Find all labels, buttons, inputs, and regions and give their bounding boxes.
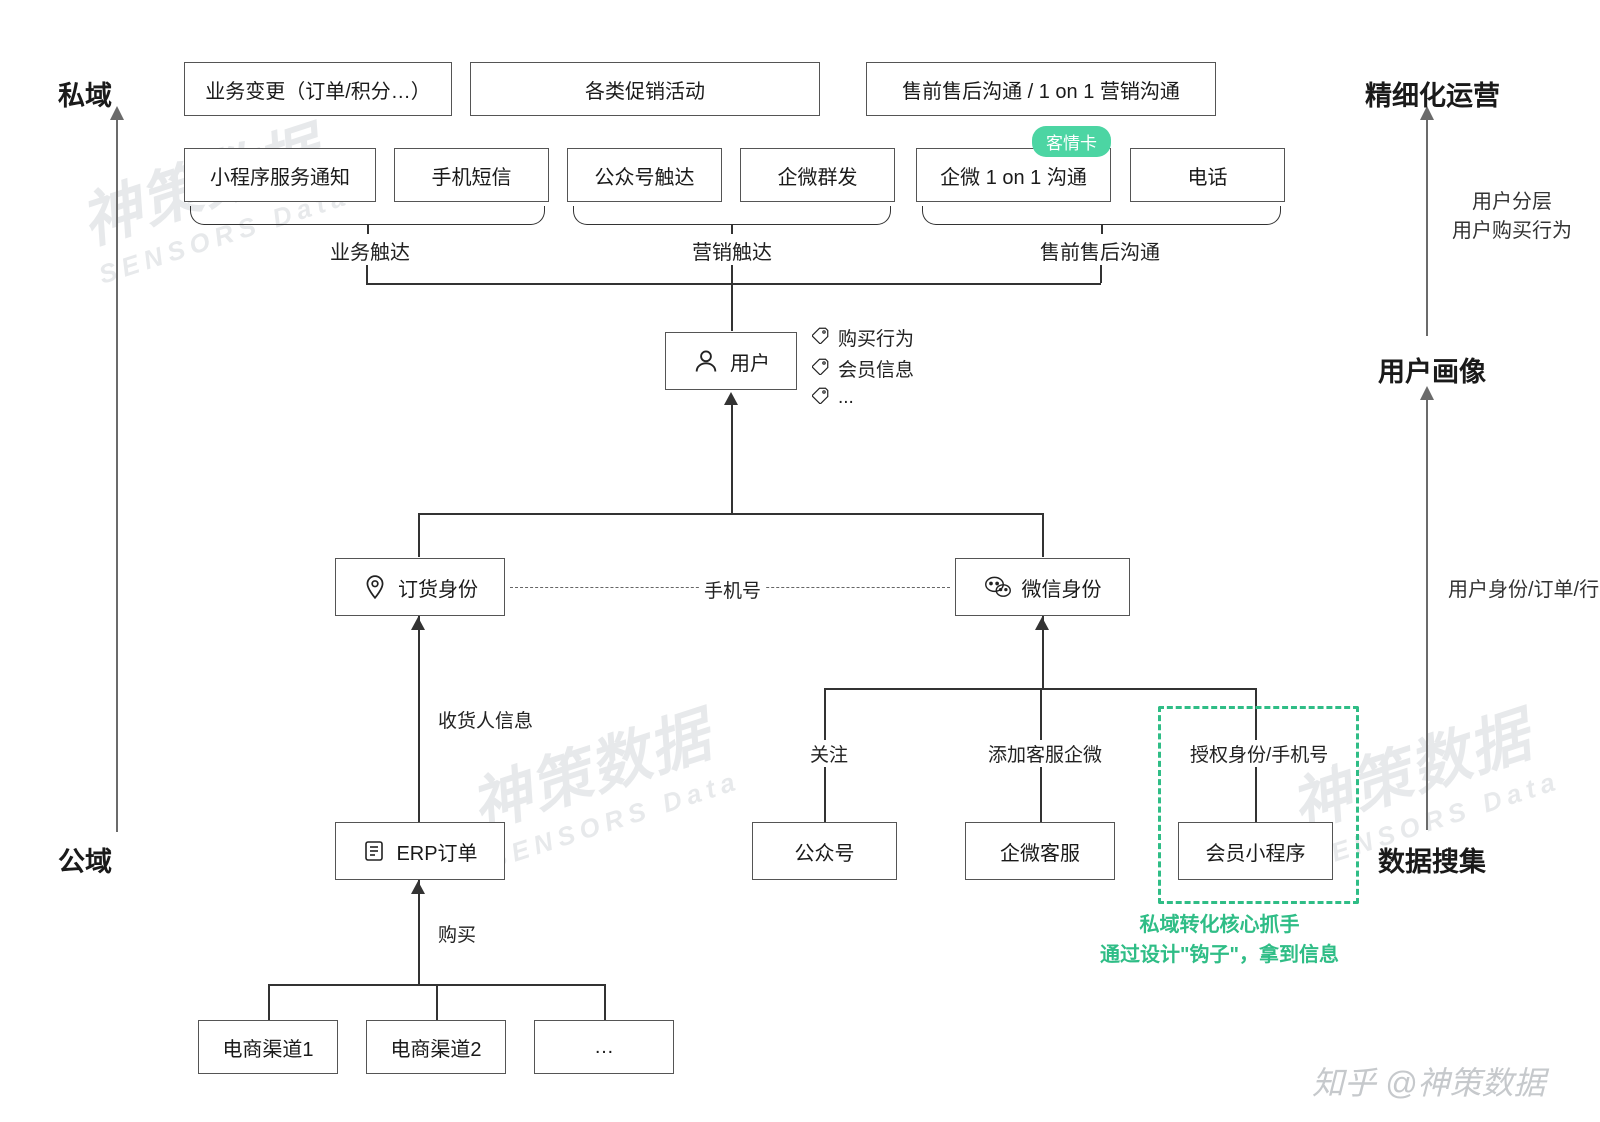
identity-link-label: 手机号	[700, 576, 765, 603]
node-user: 用户	[665, 332, 797, 390]
brace-2	[573, 206, 891, 225]
edge-receiver-info: 收货人信息	[434, 706, 537, 733]
brace-1	[190, 206, 545, 225]
highlight-caption: 私域转化核心抓手通过设计"钩子"，拿到信息	[1100, 910, 1339, 970]
right-note-upper: 用户分层 用户购买行为	[1452, 188, 1572, 246]
edge-add-cs: 添加客服企微	[984, 740, 1106, 767]
arrow-identity-user	[724, 392, 738, 405]
pin-icon	[362, 574, 388, 600]
node-oa: 公众号	[752, 822, 897, 880]
badge-keqingka: 客情卡	[1032, 126, 1111, 157]
group-1-label: 业务触达	[330, 236, 410, 265]
wechat-identity-label: 微信身份	[1022, 573, 1102, 602]
tag-icon	[812, 386, 830, 410]
tag-icon	[812, 357, 830, 381]
node-erp: ERP订单	[335, 822, 505, 880]
node-wecom-cs: 企微客服	[965, 822, 1115, 880]
left-axis	[116, 118, 118, 832]
order-identity-label: 订货身份	[398, 573, 478, 602]
right-top-heading: 精细化运营	[1365, 74, 1500, 113]
user-tags: 购买行为 会员信息 ...	[812, 320, 914, 414]
node-phone: 电话	[1130, 148, 1285, 202]
highlight-box	[1158, 706, 1359, 904]
node-channel-2: 电商渠道2	[366, 1020, 506, 1074]
node-oa-reach: 公众号触达	[567, 148, 722, 202]
node-order-identity: 订货身份	[335, 558, 505, 616]
node-biz-change: 业务变更（订单/积分…）	[184, 62, 452, 116]
node-channel-1: 电商渠道1	[198, 1020, 338, 1074]
node-channel-3: …	[534, 1020, 674, 1074]
node-miniapp-notice: 小程序服务通知	[184, 148, 376, 202]
node-sms: 手机短信	[394, 148, 549, 202]
node-comm: 售前售后沟通 / 1 on 1 营销沟通	[866, 62, 1216, 116]
user-label: 用户	[730, 347, 770, 376]
arrow-channels-erp	[411, 881, 425, 894]
arrow-wx-identity	[1035, 617, 1049, 630]
brace-3	[922, 206, 1281, 225]
edge-follow: 关注	[806, 740, 852, 767]
node-wecom-mass: 企微群发	[740, 148, 895, 202]
erp-label: ERP订单	[396, 837, 477, 866]
right-note-lower: 用户身份/订单/行为	[1448, 576, 1600, 605]
left-bottom-heading: 公域	[58, 840, 112, 879]
right-mid-heading: 用户画像	[1378, 350, 1486, 389]
attribution: 知乎 @神策数据	[1312, 1058, 1545, 1104]
right-bottom-heading: 数据搜集	[1378, 840, 1486, 879]
edge-buy: 购买	[434, 920, 480, 947]
right-axis-lower	[1426, 398, 1428, 830]
node-wechat-identity: 微信身份	[955, 558, 1130, 616]
left-top-heading: 私域	[58, 74, 112, 113]
arrow-erp-order	[411, 617, 425, 630]
group-3-label: 售前售后沟通	[1040, 236, 1160, 265]
user-icon	[692, 347, 720, 375]
node-promo: 各类促销活动	[470, 62, 820, 116]
group-2-label: 营销触达	[692, 236, 772, 265]
wechat-icon	[984, 574, 1012, 600]
doc-icon	[362, 839, 386, 863]
right-axis-upper	[1426, 118, 1428, 336]
tag-icon	[812, 326, 830, 350]
